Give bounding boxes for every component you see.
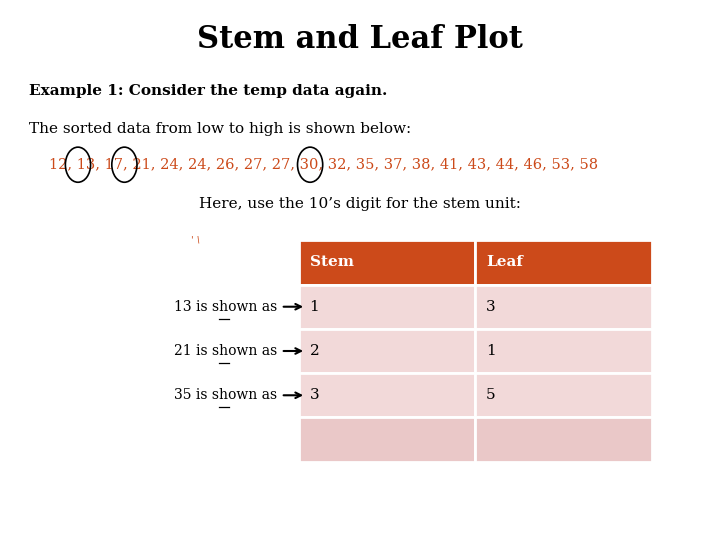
Text: 2: 2	[310, 344, 320, 358]
Text: 1: 1	[310, 300, 320, 314]
Text: 13 is shown as: 13 is shown as	[174, 300, 277, 314]
Text: 3: 3	[486, 300, 495, 314]
Text: The sorted data from low to high is shown below:: The sorted data from low to high is show…	[29, 122, 411, 136]
Text: ' \: ' \	[191, 236, 200, 245]
Bar	[475, 285, 652, 329]
Bar	[299, 329, 475, 373]
Bar	[299, 240, 475, 285]
Text: Stem and Leaf Plot: Stem and Leaf Plot	[197, 24, 523, 55]
Text: Leaf: Leaf	[486, 255, 523, 269]
Bar	[475, 329, 652, 373]
Bar	[475, 240, 652, 285]
Text: 35 is shown as: 35 is shown as	[174, 388, 277, 402]
Text: 12, 13, 17, 21, 24, 24, 26, 27, 27, 30, 32, 35, 37, 38, 41, 43, 44, 46, 53, 58: 12, 13, 17, 21, 24, 24, 26, 27, 27, 30, …	[49, 158, 598, 172]
Bar	[299, 285, 475, 329]
Text: 5: 5	[486, 388, 495, 402]
Bar	[299, 373, 475, 417]
Bar	[299, 417, 475, 462]
Text: Example 1: Consider the temp data again.: Example 1: Consider the temp data again.	[29, 84, 387, 98]
Text: Stem: Stem	[310, 255, 354, 269]
Bar	[475, 417, 652, 462]
Text: 1: 1	[486, 344, 496, 358]
Text: 21 is shown as: 21 is shown as	[174, 344, 277, 358]
Text: Here, use the 10’s digit for the stem unit:: Here, use the 10’s digit for the stem un…	[199, 197, 521, 211]
Text: 3: 3	[310, 388, 319, 402]
Bar	[475, 373, 652, 417]
